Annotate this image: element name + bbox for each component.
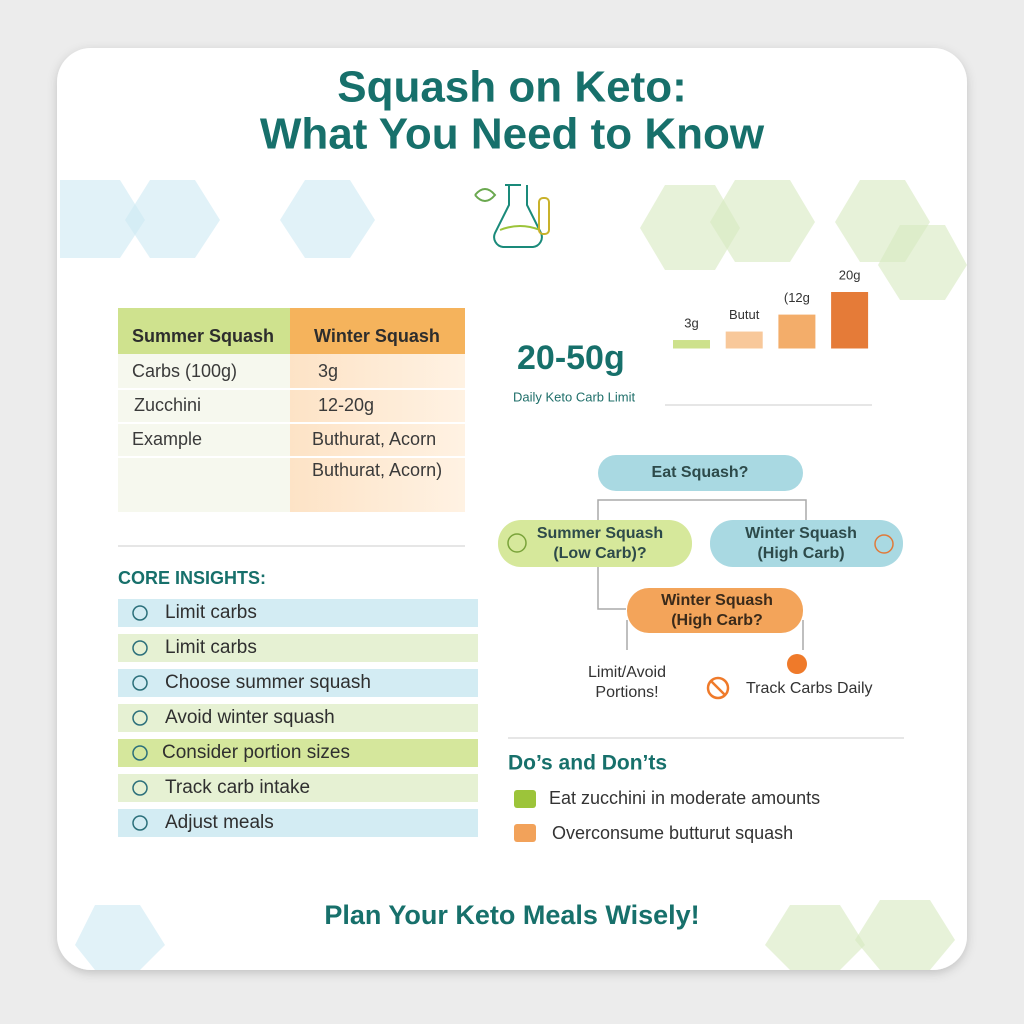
bar — [778, 314, 816, 349]
section-title: CORE INSIGHTS: — [118, 568, 266, 588]
insight-row — [118, 774, 478, 802]
insight-item: Consider portion sizes — [162, 742, 350, 763]
decoration — [60, 180, 967, 970]
no-icon — [706, 676, 730, 700]
flow-outcome: Limit/Avoid — [588, 664, 666, 681]
warning-icon — [787, 654, 807, 674]
flow-node — [627, 588, 803, 633]
insight-item: Avoid winter squash — [165, 707, 335, 728]
insight-item: Track carb intake — [165, 777, 310, 798]
table-body — [290, 354, 465, 512]
insight-icon — [132, 675, 148, 691]
table-cell: Buthurat, Acorn — [312, 429, 436, 449]
bar-label: Butut — [729, 307, 760, 322]
thumbs-up-icon — [514, 790, 536, 808]
table-cell: 3g — [318, 361, 338, 381]
flow-node — [710, 520, 903, 567]
flow-outcome: Track Carbs Daily — [746, 680, 873, 697]
table-body — [118, 354, 290, 512]
table-cell: 12-20g — [318, 395, 374, 415]
insight-item: Choose summer squash — [165, 672, 371, 693]
flow-node — [598, 455, 803, 491]
insight-item: Limit carbs — [165, 637, 257, 658]
footer: Plan Your Keto Meals Wisely! — [324, 900, 699, 930]
title: Squash on Keto: — [337, 63, 687, 112]
table-header-cell — [290, 308, 465, 354]
insight-icon — [132, 605, 148, 621]
flow-label: (High Carb) — [757, 545, 844, 562]
insight-icon — [132, 710, 148, 726]
table-header: Summer Squash — [132, 326, 274, 346]
insight-icon — [132, 640, 148, 656]
flow-label: (Low Carb)? — [553, 545, 646, 562]
thumbs-down-icon — [514, 824, 536, 842]
table-cell: Carbs (100g) — [132, 361, 237, 381]
bar — [673, 340, 710, 349]
table-header: Winter Squash — [314, 326, 440, 346]
insight-row — [118, 809, 478, 837]
insight-row — [118, 599, 478, 627]
carb-limit-caption: Daily Keto Carb Limit — [513, 389, 635, 404]
insight-row — [118, 704, 478, 732]
dos-item: Eat zucchini in moderate amounts — [549, 788, 820, 808]
table-cell: Buthurat, Acorn) — [312, 460, 442, 480]
bar-label: 20g — [839, 267, 861, 282]
flowchart — [597, 499, 807, 650]
title: What You Need to Know — [260, 110, 765, 159]
table-cell: Example — [132, 429, 202, 449]
flow-label: Eat Squash? — [652, 464, 749, 481]
bar-label: 3g — [684, 315, 698, 330]
insight-row — [118, 739, 478, 767]
table-header-cell — [118, 308, 290, 354]
insight-item: Limit carbs — [165, 602, 257, 623]
donts-item: Overconsume butturut squash — [552, 823, 793, 843]
comparison-table: Summer Squash Winter Squash Carbs (100g)… — [118, 308, 465, 512]
insight-icon — [132, 780, 148, 796]
flow-label: (High Carb? — [671, 612, 763, 629]
bar — [725, 331, 763, 349]
insight-row — [118, 669, 478, 697]
flow-label: Winter Squash — [745, 525, 857, 542]
bar — [831, 292, 869, 349]
section-title: Do’s and Don’ts — [508, 752, 667, 775]
flow-label: Summer Squash — [537, 525, 663, 542]
insight-icon — [132, 815, 148, 831]
insight-icon — [132, 745, 148, 761]
bar-label: (12g — [784, 290, 810, 305]
flask-icon — [474, 184, 550, 248]
flow-node — [498, 520, 692, 567]
flow-label: Winter Squash — [661, 592, 773, 609]
insight-row — [118, 634, 478, 662]
insight-item: Adjust meals — [165, 812, 274, 833]
flow-outcome: Portions! — [595, 684, 658, 701]
carb-limit: 20-50g — [517, 339, 625, 377]
table-cell: Zucchini — [134, 395, 201, 415]
